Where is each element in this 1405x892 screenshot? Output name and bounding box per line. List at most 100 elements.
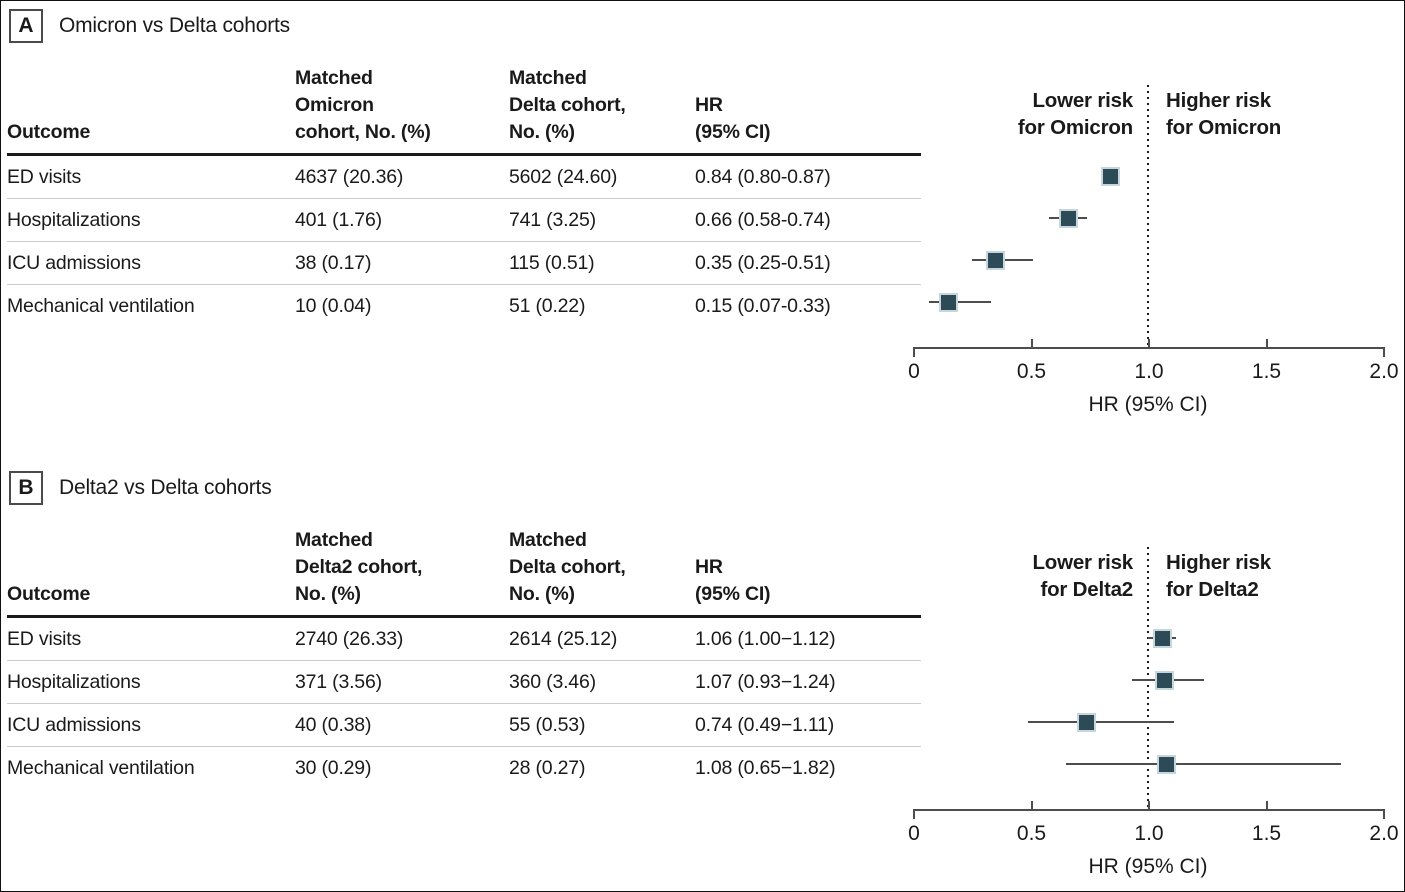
panel-a-badge: A — [9, 9, 43, 43]
cohort1-cell: 10 (0.04) — [295, 294, 372, 317]
cohort1-cell: 371 (3.56) — [295, 670, 382, 693]
column-header-matched-delta: Matched Delta cohort, No. (%) — [509, 67, 626, 144]
table-row: ICU admissions 40 (0.38) 55 (0.53) 0.74 … — [7, 703, 921, 746]
reference-line — [1147, 85, 1149, 347]
hr-marker — [985, 250, 1005, 270]
x-axis-tick-label: 0.5 — [1016, 822, 1047, 845]
panel-a-table-header: Outcome Matched Omicron cohort, No. (%) … — [7, 51, 921, 156]
cohort2-cell: 28 (0.27) — [509, 756, 586, 779]
x-axis-tick — [1383, 811, 1385, 819]
cohort1-cell: 4637 (20.36) — [295, 165, 404, 188]
x-axis-tick-label: 2.0 — [1369, 360, 1399, 383]
reference-line — [1147, 547, 1149, 809]
outcome-cell: Hospitalizations — [7, 670, 141, 693]
outcome-cell: ICU admissions — [7, 251, 141, 274]
x-axis-tick-label: 1.0 — [1134, 360, 1164, 383]
table-row: Hospitalizations 401 (1.76) 741 (3.25) 0… — [7, 198, 921, 241]
hr-cell: 0.66 (0.58-0.74) — [695, 208, 831, 231]
x-axis-tick — [1030, 339, 1033, 347]
hr-cell: 0.84 (0.80-0.87) — [695, 165, 831, 188]
ci-whisker — [1065, 763, 1341, 765]
forest-plot-a: Lower risk for Omicron Higher risk for O… — [906, 1, 1404, 463]
ci-whisker — [1028, 721, 1174, 723]
table-row: ICU admissions 38 (0.17) 115 (0.51) 0.35… — [7, 241, 921, 284]
table-row: ED visits 4637 (20.36) 5602 (24.60) 0.84… — [7, 156, 921, 198]
higher-risk-label: Higher risk for Omicron — [1166, 89, 1282, 140]
panel-b-header: B Delta2 vs Delta cohorts — [9, 471, 272, 505]
x-axis-tick-label: 1.0 — [1134, 822, 1164, 845]
x-axis-tick — [913, 811, 915, 819]
lower-risk-label: Lower risk for Omicron — [1017, 89, 1133, 140]
hr-cell: 1.07 (0.93−1.24) — [695, 670, 836, 693]
cohort2-cell: 115 (0.51) — [509, 251, 595, 274]
x-axis-tick-label: 0.5 — [1016, 360, 1047, 383]
x-axis-tick-label: 0 — [908, 822, 920, 845]
panel-a: A Omicron vs Delta cohorts Outcome Match… — [1, 1, 1404, 463]
cohort1-cell: 40 (0.38) — [295, 713, 372, 736]
hr-marker — [1100, 166, 1120, 186]
column-header-outcome: Outcome — [7, 121, 91, 144]
x-axis-tick — [1265, 801, 1268, 809]
cohort1-cell: 401 (1.76) — [295, 208, 382, 231]
table-row: Mechanical ventilation 30 (0.29) 28 (0.2… — [7, 746, 921, 789]
column-header-matched-delta2: Matched Delta2 cohort, No. (%) — [295, 529, 423, 606]
x-axis-tick — [913, 349, 915, 357]
cohort2-cell: 55 (0.53) — [509, 713, 586, 736]
outcome-cell: ED visits — [7, 165, 82, 188]
cohort2-cell: 2614 (25.12) — [509, 627, 618, 650]
panel-b-table-header: Outcome Matched Delta2 cohort, No. (%) M… — [7, 513, 921, 618]
x-axis-line — [913, 809, 1385, 811]
x-axis-title: HR (95% CI) — [1088, 393, 1208, 416]
panel-b-badge: B — [9, 471, 43, 505]
hr-cell: 0.35 (0.25-0.51) — [695, 251, 831, 274]
cohort2-cell: 5602 (24.60) — [509, 165, 618, 188]
hr-cell: 1.08 (0.65−1.82) — [695, 756, 836, 779]
column-header-matched-omicron: Matched Omicron cohort, No. (%) — [295, 67, 431, 144]
column-header-hr: HR (95% CI) — [695, 94, 771, 144]
higher-risk-label: Higher risk for Delta2 — [1166, 551, 1271, 602]
x-axis-title: HR (95% CI) — [1088, 855, 1208, 878]
panel-a-title: Omicron vs Delta cohorts — [59, 14, 290, 37]
table-row: ED visits 2740 (26.33) 2614 (25.12) 1.06… — [7, 618, 921, 660]
cohort2-cell: 51 (0.22) — [509, 294, 586, 317]
hr-marker — [1157, 754, 1177, 774]
outcome-cell: ED visits — [7, 627, 82, 650]
panel-b-table: Outcome Matched Delta2 cohort, No. (%) M… — [7, 513, 921, 789]
column-header-hr: HR (95% CI) — [695, 556, 771, 606]
hr-marker — [1154, 670, 1174, 690]
x-axis-tick-label: 0 — [908, 360, 920, 383]
cohort2-cell: 360 (3.46) — [509, 670, 596, 693]
column-header-outcome: Outcome — [7, 583, 91, 606]
forest-plot-b: Lower risk for Delta2 Higher risk for De… — [906, 463, 1404, 891]
panel-b-title: Delta2 vs Delta cohorts — [59, 476, 272, 499]
x-axis-tick — [1148, 339, 1150, 347]
x-axis-tick-label: 1.5 — [1251, 822, 1282, 845]
x-axis-line — [913, 347, 1385, 349]
hr-cell: 0.15 (0.07-0.33) — [695, 294, 831, 317]
hr-cell: 0.74 (0.49−1.11) — [695, 713, 835, 736]
panel-a-table: Outcome Matched Omicron cohort, No. (%) … — [7, 51, 921, 327]
hr-marker — [1058, 208, 1078, 228]
x-axis-tick — [1030, 801, 1033, 809]
hr-marker — [938, 292, 958, 312]
outcome-cell: ICU admissions — [7, 713, 141, 736]
column-header-matched-delta: Matched Delta cohort, No. (%) — [509, 529, 626, 606]
x-axis-tick — [1383, 349, 1385, 357]
cohort2-cell: 741 (3.25) — [509, 208, 596, 231]
hr-marker — [1077, 712, 1097, 732]
x-axis-tick-label: 2.0 — [1369, 822, 1399, 845]
x-axis-tick — [1148, 801, 1150, 809]
cohort1-cell: 30 (0.29) — [295, 756, 372, 779]
x-axis-tick-label: 1.5 — [1251, 360, 1282, 383]
table-row: Hospitalizations 371 (3.56) 360 (3.46) 1… — [7, 660, 921, 703]
hr-marker — [1152, 628, 1172, 648]
hr-cell: 1.06 (1.00−1.12) — [695, 627, 836, 650]
table-row: Mechanical ventilation 10 (0.04) 51 (0.2… — [7, 284, 921, 327]
cohort1-cell: 2740 (26.33) — [295, 627, 404, 650]
cohort1-cell: 38 (0.17) — [295, 251, 372, 274]
outcome-cell: Hospitalizations — [7, 208, 141, 231]
outcome-cell: Mechanical ventilation — [7, 294, 195, 317]
x-axis-tick — [1265, 339, 1268, 347]
panel-a-header: A Omicron vs Delta cohorts — [9, 9, 290, 43]
